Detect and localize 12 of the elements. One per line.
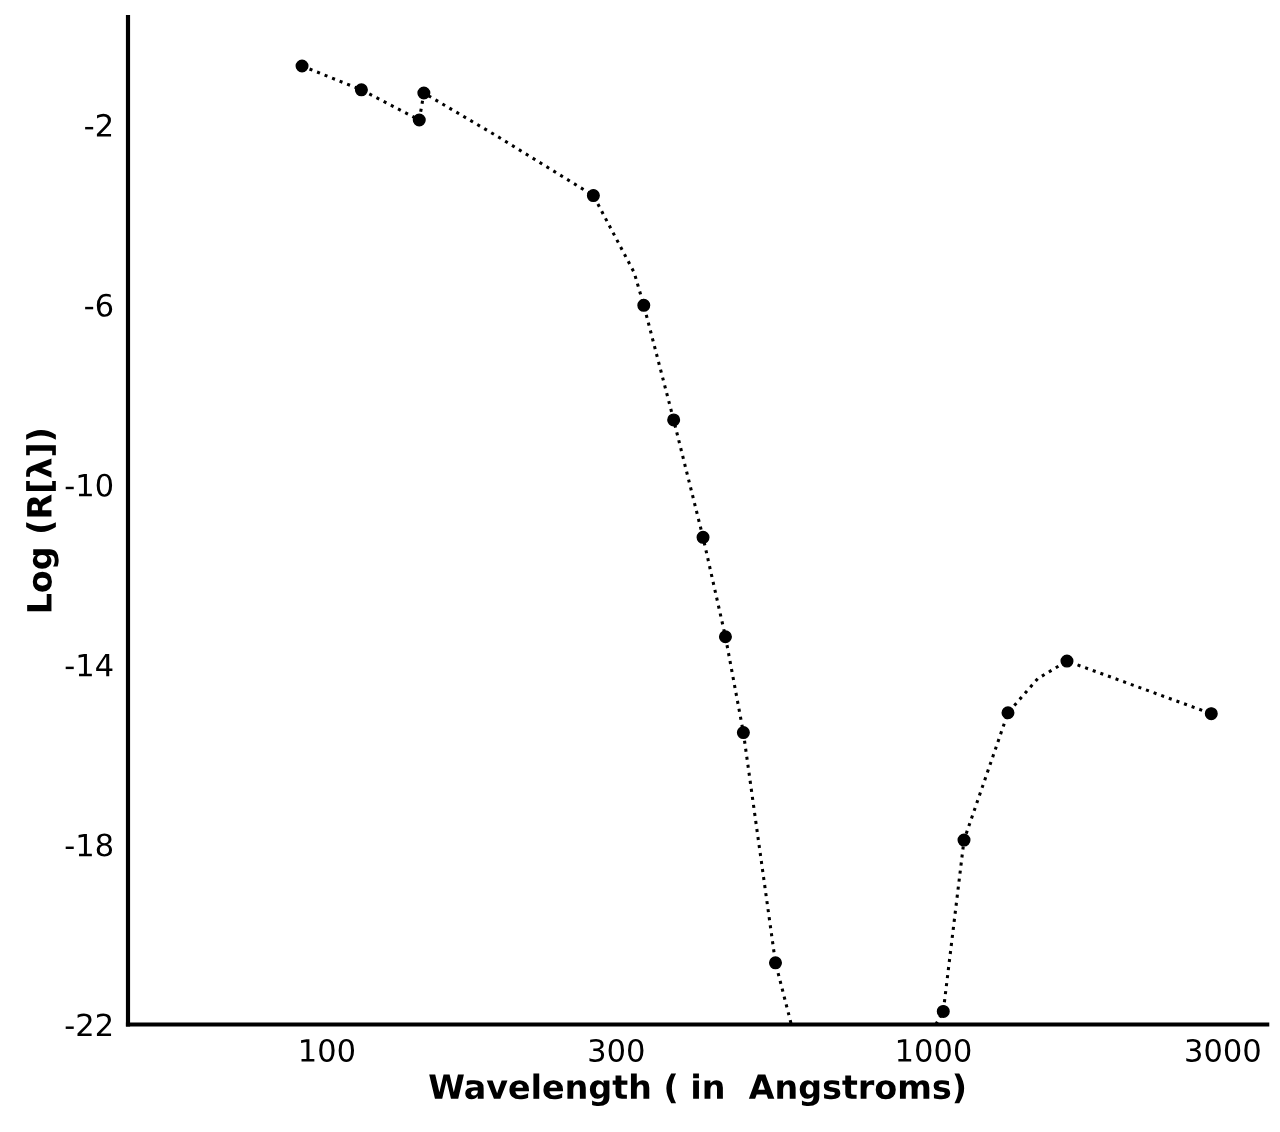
- y-tick-label: -6: [85, 293, 113, 317]
- x-tick-label: 100: [301, 1038, 355, 1062]
- y-axis-title: Log (R[λ]): [26, 429, 59, 612]
- y-tick-label: -22: [65, 1013, 112, 1037]
- x-tick-label: 300: [589, 1038, 644, 1062]
- y-tick-label: -14: [65, 653, 113, 677]
- x-tick-label: 3000: [1186, 1038, 1260, 1062]
- x-axis-title: Wavelength ( in Angstroms): [429, 1073, 965, 1106]
- x-tick-label: 1000: [897, 1038, 971, 1062]
- y-tick-label: -10: [65, 473, 113, 497]
- y-tick-label: -2: [85, 113, 112, 137]
- y-tick-label: -18: [65, 833, 113, 857]
